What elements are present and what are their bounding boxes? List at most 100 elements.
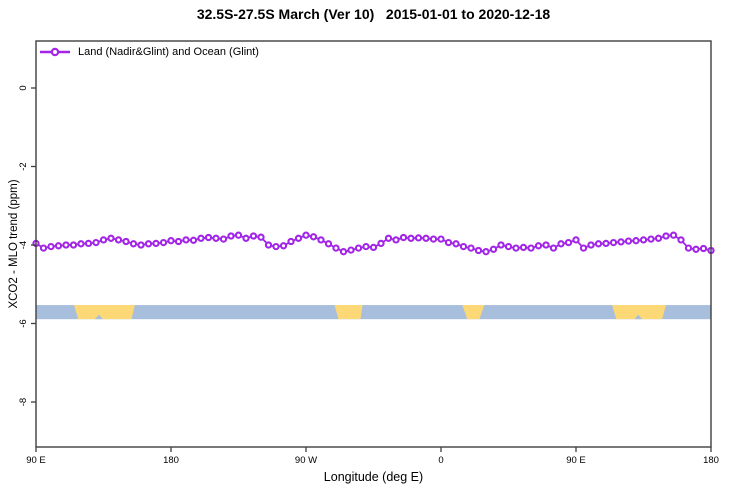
data-point [594,240,603,248]
data-point [407,234,415,242]
data-point [204,233,213,242]
data-point [429,235,438,243]
data-point [107,234,115,242]
legend-label: Land (Nadir&Glint) and Ocean (Glint) [78,46,259,58]
data-point [197,234,205,242]
data-point [302,231,310,239]
x-tick-label: 90 E [26,455,46,466]
data-point [324,240,333,248]
data-point [519,243,528,252]
y-tick-label: -6 [18,319,29,327]
data-point [384,234,393,242]
data-point [159,238,168,247]
data-point [339,248,348,256]
data-point [422,234,430,242]
data-point [557,240,565,248]
data-point [579,244,588,252]
data-point [654,234,663,242]
data-point [39,244,48,252]
y-tick-label: -2 [18,162,29,170]
land-ocean-band [36,305,711,320]
data-point [512,244,520,252]
data-point [549,244,558,252]
data-point [227,232,235,240]
data-point [77,240,85,248]
data-point [54,242,63,250]
data-point [444,238,453,247]
data-point [542,241,550,249]
data-point [677,236,685,244]
data-point [662,232,670,240]
data-point [564,238,573,247]
data-point [92,238,100,247]
data-point [639,236,648,244]
data-point [152,239,160,248]
data-point [137,241,145,249]
data-point [114,236,123,244]
data-point [332,244,340,252]
data-point [317,236,325,244]
data-point [684,244,693,252]
data-point [669,231,678,239]
data-point [234,231,243,239]
data-point [219,235,228,243]
data-point [399,233,408,242]
x-tick-label: 0 [438,455,443,466]
data-point [212,234,220,242]
data-point [84,239,93,248]
plot-border [35,40,712,448]
data-point [62,241,70,249]
data-point [189,236,198,244]
data-point [182,236,190,244]
data-point [69,241,78,249]
data-point [309,233,318,241]
data-point [692,245,700,253]
data-point [377,239,385,248]
ocean-notch [634,314,642,320]
data-point [99,236,108,244]
data-point [414,234,423,242]
data-point [167,237,175,245]
data-point [144,240,153,248]
x-axis-title: Longitude (deg E) [323,470,424,484]
y-tick-label: -8 [18,398,29,406]
y-axis-title: XCO2 - MLO trend (ppm) [8,179,20,309]
data-point [129,240,138,248]
data-point [242,234,250,242]
data-point [482,248,490,256]
data-point [467,244,475,252]
data-point [489,245,498,253]
data-point [617,238,625,246]
data-point [272,242,280,251]
y-tick-label: -4 [18,241,29,249]
data-point [504,242,513,251]
chart-title: 32.5S-27.5S March (Ver 10) 2015-01-01 to… [196,6,551,22]
data-point [609,238,618,247]
data-point [534,242,543,250]
x-axis: 90 E 180 90 W 0 90 E 180 [26,447,719,466]
land-segment-australia-repeat [612,305,666,320]
data-point [287,237,295,246]
x-tick-label: 90 E [566,455,586,466]
data-point [369,243,378,252]
data-point [647,235,655,243]
data-point [632,237,640,245]
data-point [602,239,610,248]
data-point [459,242,468,251]
data-point [452,240,460,248]
data-point [527,244,535,252]
data-point [347,246,355,254]
data-series [32,231,715,256]
data-point [587,241,595,249]
data-point [257,233,265,241]
legend-marker-icon [40,47,70,57]
land-segment-south-america [334,305,363,320]
land-segment-australia [73,305,135,320]
data-point [47,242,55,251]
data-point [122,237,130,246]
data-point [497,241,505,249]
data-point [572,236,580,244]
x-tick-label: 90 W [295,455,317,466]
legend: Land (Nadir&Glint) and Ocean (Glint) [39,46,259,58]
